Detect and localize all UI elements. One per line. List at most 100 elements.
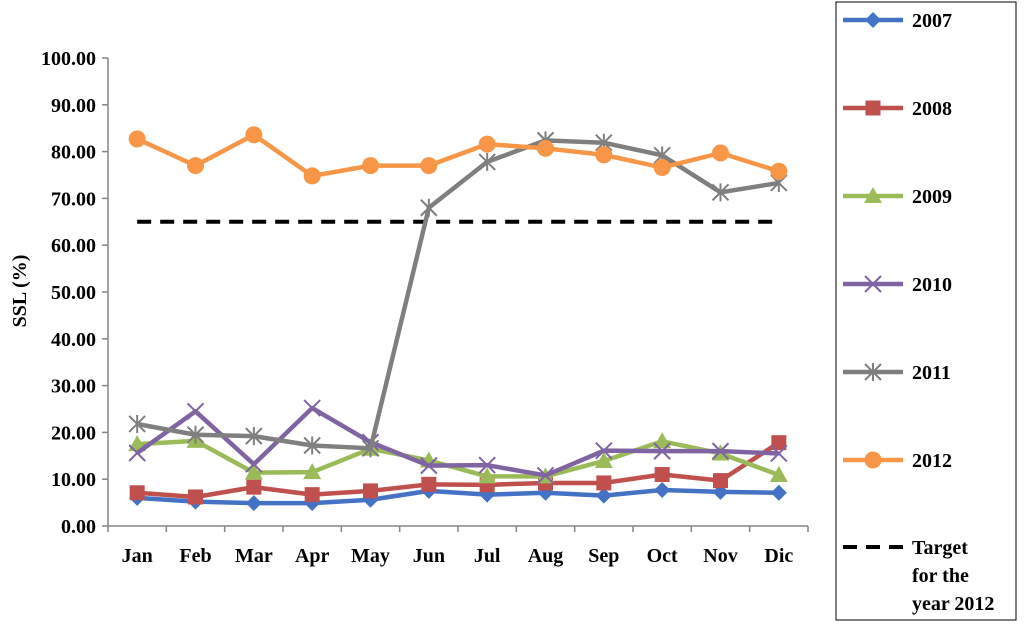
legend-label: 2011 xyxy=(912,362,951,384)
data-point xyxy=(770,484,787,501)
x-tick-label: Apr xyxy=(295,545,330,567)
legend-marker xyxy=(865,100,881,116)
data-point xyxy=(187,157,204,175)
data-point xyxy=(770,444,788,463)
data-point xyxy=(653,442,671,460)
legend-marker xyxy=(864,451,882,469)
legend-label: 2009 xyxy=(912,186,952,208)
data-point xyxy=(478,456,496,474)
series-line xyxy=(136,132,780,179)
data-point xyxy=(770,162,788,180)
y-tick-label: 0.00 xyxy=(61,516,96,538)
x-tick-label: Nov xyxy=(703,545,737,567)
data-point xyxy=(246,479,262,495)
chart-axes: 0.00 10.00 20.00 30.00 40.00 50.00 60.00 70.00 8… xyxy=(41,48,809,567)
data-point xyxy=(711,442,730,460)
x-tick-label: May xyxy=(351,545,390,567)
y-tick-label: 90.00 xyxy=(51,95,96,117)
legend-label: 2012 xyxy=(912,450,952,472)
chart-legend: 2007 2008 2009 2010 2011 2012 Target for the yea… xyxy=(835,1,1017,621)
legend-entry: 2011 xyxy=(843,362,951,384)
data-point xyxy=(245,495,262,512)
data-point xyxy=(595,487,612,504)
chart-series xyxy=(128,126,788,512)
data-point xyxy=(362,157,379,175)
data-point xyxy=(712,144,729,162)
data-point xyxy=(713,473,728,489)
legend-entry: 2008 xyxy=(843,98,952,120)
data-point xyxy=(244,463,263,480)
y-tick-label: 20.00 xyxy=(51,422,96,444)
series-line xyxy=(135,405,779,478)
data-point xyxy=(536,466,555,485)
data-point xyxy=(478,467,497,484)
data-point xyxy=(420,456,438,475)
legend-entry: 2010 xyxy=(843,274,952,296)
series-line xyxy=(137,487,779,506)
data-point xyxy=(304,487,320,503)
series-2010 xyxy=(128,399,788,485)
legend-marker xyxy=(865,12,881,28)
data-point xyxy=(769,465,788,482)
data-point xyxy=(303,399,321,417)
y-axis-title: SSL (%) xyxy=(9,255,31,328)
data-point xyxy=(537,139,554,157)
legend-label: 2008 xyxy=(912,98,952,120)
data-point xyxy=(303,436,321,455)
x-tick-label: Aug xyxy=(528,545,564,567)
legend-entry: 2012 xyxy=(843,450,952,472)
data-point xyxy=(771,435,787,451)
legend-marker xyxy=(864,363,882,381)
data-point xyxy=(595,146,613,164)
data-point xyxy=(420,157,438,175)
legend-entry: 2009 xyxy=(843,186,952,208)
data-point xyxy=(303,463,322,480)
data-point xyxy=(595,441,613,460)
x-tick-label: Jun xyxy=(413,545,445,567)
x-tick-label: Mar xyxy=(235,545,273,567)
data-point xyxy=(653,159,671,177)
data-point xyxy=(478,135,496,153)
legend-label: 2007 xyxy=(912,10,952,32)
y-tick-label: 70.00 xyxy=(51,188,96,210)
data-point xyxy=(711,183,730,202)
data-point xyxy=(186,402,205,421)
data-point xyxy=(129,485,145,501)
y-tick-label: 60.00 xyxy=(51,235,96,257)
data-point xyxy=(188,489,203,505)
y-tick-label: 40.00 xyxy=(51,329,96,351)
data-point xyxy=(245,427,263,446)
y-tick-label: 30.00 xyxy=(51,376,96,398)
data-point xyxy=(303,167,321,185)
legend-marker xyxy=(864,187,882,203)
y-tick-label: 80.00 xyxy=(51,142,96,164)
data-point xyxy=(478,152,496,171)
legend-label: 2010 xyxy=(912,274,952,296)
series-line xyxy=(137,438,780,479)
series-line xyxy=(137,440,781,500)
data-point xyxy=(128,130,146,148)
x-tick-label: Feb xyxy=(179,545,211,567)
y-tick-label: 50.00 xyxy=(51,282,96,304)
legend-label: Target for the year 2012 xyxy=(912,537,994,615)
data-point xyxy=(654,467,670,483)
x-tick-label: Dic xyxy=(764,545,793,567)
data-point xyxy=(361,439,380,458)
data-point xyxy=(186,425,205,444)
data-point xyxy=(654,481,671,498)
legend-entry: Target for the year 2012 xyxy=(843,537,994,615)
legend-box xyxy=(835,1,1017,621)
series-line xyxy=(136,138,780,451)
legend-entry: 2007 xyxy=(843,10,952,32)
series-2012 xyxy=(128,126,788,185)
data-point xyxy=(653,432,672,449)
y-tick-label: 10.00 xyxy=(51,469,96,491)
x-tick-label: Jan xyxy=(122,545,153,567)
data-point xyxy=(245,126,263,144)
data-point xyxy=(596,475,612,491)
data-point xyxy=(128,414,146,433)
data-point xyxy=(128,444,146,462)
x-tick-label: Sep xyxy=(588,545,619,567)
series-2008 xyxy=(129,435,787,505)
